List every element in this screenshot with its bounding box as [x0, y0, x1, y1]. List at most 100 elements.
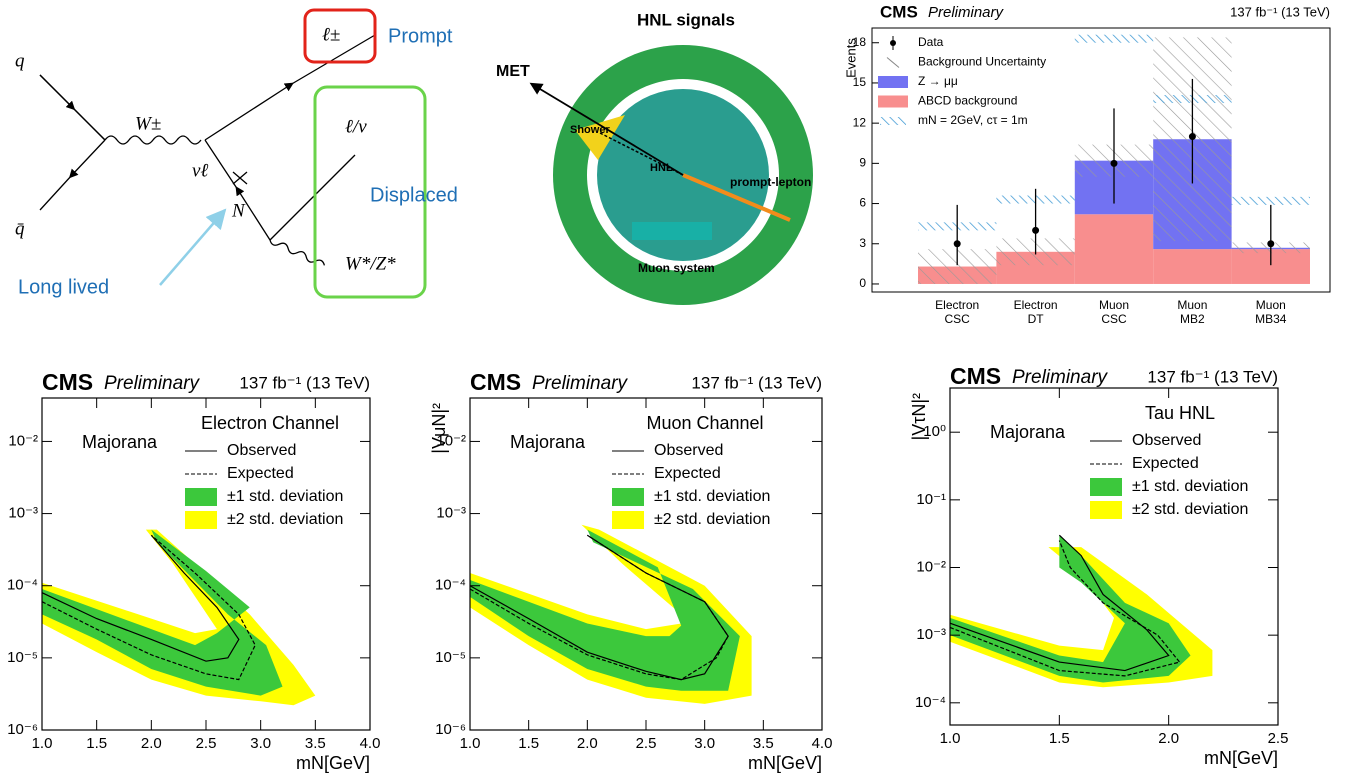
- label: ℓ/ν: [345, 116, 367, 137]
- chart-subtitle: Preliminary: [928, 4, 1005, 21]
- y-tick-label: 10⁻¹: [916, 491, 946, 508]
- long-lived-arrow: [159, 208, 227, 286]
- legend-label: ±2 std. deviation: [227, 511, 343, 528]
- chart-title: CMS: [470, 369, 521, 395]
- bar: [1074, 214, 1154, 284]
- y-tick-label: 10⁻⁶: [7, 721, 38, 738]
- legend-label: Observed: [1132, 432, 1201, 449]
- legend-marker: [1090, 478, 1122, 496]
- lumi: 137 fb⁻¹ (13 TeV): [239, 373, 370, 392]
- limit-line: [949, 540, 1181, 677]
- legend-marker: [612, 488, 644, 506]
- x-tick-label: Muon: [1099, 298, 1129, 312]
- x-axis-label: mN[GeV]: [296, 753, 370, 773]
- plot-frame: [949, 387, 1279, 726]
- label: Shower: [570, 124, 610, 136]
- x-tick-label: 4.0: [360, 735, 381, 752]
- legend-marker: [878, 95, 908, 108]
- lepton-line: [204, 34, 376, 141]
- legend-label: ±1 std. deviation: [227, 488, 343, 505]
- displaced-box: [313, 85, 427, 299]
- x-tick-label: 3.5: [305, 735, 326, 752]
- data-point: [1032, 226, 1040, 234]
- band: [950, 535, 1191, 683]
- legend-label: ±1 std. deviation: [654, 488, 770, 505]
- y-tick-label: 10⁻⁶: [435, 721, 466, 738]
- legend-marker: [185, 488, 217, 506]
- signal-bar: [1231, 196, 1310, 205]
- legend-label: Data: [918, 35, 944, 49]
- annotation: Majorana: [82, 432, 158, 452]
- legend-label: Observed: [654, 442, 723, 459]
- x-tick-label: 2.0: [141, 735, 162, 752]
- label: Muon system: [638, 261, 715, 275]
- data-point: [1188, 133, 1196, 141]
- y-tick-label: 0: [859, 276, 866, 290]
- y-tick-label: 3: [859, 236, 866, 250]
- x-tick-label: MB34: [1255, 312, 1287, 326]
- legend-label: Z → μμ: [918, 74, 958, 88]
- data-point: [953, 240, 961, 248]
- antiquark-line: [39, 139, 106, 211]
- limit-line: [41, 534, 256, 681]
- legend-title: Tau HNL: [1145, 403, 1215, 423]
- detector-diagram: [529, 45, 813, 305]
- x-tick-label: 2.5: [636, 735, 657, 752]
- y-tick-label: 18: [853, 35, 867, 49]
- legend-marker: [880, 117, 906, 125]
- met-arrow: [529, 82, 684, 176]
- chart-title: CMS: [950, 363, 1001, 389]
- detector-title: HNL signals: [637, 10, 735, 29]
- chart-subtitle: Preliminary: [1012, 367, 1109, 388]
- label: MET: [496, 63, 530, 80]
- feynman-diagram: [39, 8, 427, 299]
- x-tick-label: CSC: [1101, 312, 1127, 326]
- label: Long lived: [18, 276, 109, 298]
- y-tick-label: 10⁻⁴: [915, 694, 946, 711]
- x-tick-label: CSC: [945, 312, 971, 326]
- x-tick-label: 2.5: [196, 735, 217, 752]
- label: W±: [135, 113, 161, 134]
- chart-title: CMS: [42, 369, 93, 395]
- legend-label: mN = 2GeV, cτ = 1m: [918, 113, 1028, 127]
- y-tick-label: 9: [859, 156, 866, 170]
- x-tick-label: 1.0: [940, 730, 961, 747]
- legend-marker: [612, 511, 644, 529]
- y-tick-label: 10⁰: [923, 423, 946, 440]
- label: q̄: [15, 218, 25, 239]
- chart-subtitle: Preliminary: [532, 373, 629, 394]
- lumi: 137 fb⁻¹ (13 TeV): [1147, 367, 1278, 386]
- y-tick-label: 10⁻³: [916, 626, 946, 643]
- data-point: [1267, 240, 1275, 248]
- x-axis-label: mN[GeV]: [748, 753, 822, 773]
- w-boson: [104, 135, 202, 145]
- inner-block: [632, 222, 712, 240]
- decay-boson: [269, 239, 326, 266]
- legend-marker: [185, 511, 217, 529]
- y-tick-label: 12: [853, 115, 867, 129]
- legend-label: Observed: [227, 442, 296, 459]
- y-tick-label: 10⁻⁵: [435, 649, 466, 666]
- label: q: [15, 50, 25, 71]
- y-axis-label: |VμN|²: [429, 403, 449, 454]
- label: νℓ: [192, 160, 208, 181]
- legend-label: ±1 std. deviation: [1132, 478, 1248, 495]
- x-tick-label: 2.0: [577, 735, 598, 752]
- x-tick-label: 1.5: [518, 735, 539, 752]
- x-tick-label: 2.5: [1268, 730, 1289, 747]
- x-tick-label: Muon: [1256, 298, 1286, 312]
- shower: [575, 115, 625, 160]
- prompt-lepton-track: [682, 173, 791, 222]
- y-axis-label: Events: [843, 38, 858, 78]
- y-tick-label: 15: [853, 75, 867, 89]
- y-tick-label: 10⁻²: [436, 432, 466, 449]
- x-tick-label: 3.0: [250, 735, 271, 752]
- legend-title: Electron Channel: [201, 413, 339, 433]
- annotation: Majorana: [990, 422, 1066, 442]
- y-tick-label: 6: [859, 196, 866, 210]
- quark-arrow: [39, 74, 106, 141]
- charts: CMS Preliminary 137 fb⁻¹ (13 TeV) Events 0 3 6…: [7, 2, 1331, 773]
- legend-label: Background Uncertainty: [918, 55, 1046, 69]
- y-axis-label: |VτN|²: [909, 393, 929, 440]
